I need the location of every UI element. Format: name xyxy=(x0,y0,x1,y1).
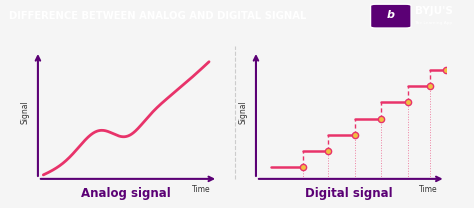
Text: DIFFERENCE BETWEEN ANALOG AND DIGITAL SIGNAL: DIFFERENCE BETWEEN ANALOG AND DIGITAL SI… xyxy=(9,11,307,21)
Text: Time: Time xyxy=(192,185,211,194)
Text: Time: Time xyxy=(419,185,438,194)
Text: Signal: Signal xyxy=(238,100,247,124)
FancyBboxPatch shape xyxy=(371,4,411,28)
Text: BYJU'S: BYJU'S xyxy=(415,6,452,16)
Text: Signal: Signal xyxy=(21,100,30,124)
Text: Digital signal: Digital signal xyxy=(305,187,392,200)
Text: The Learning App: The Learning App xyxy=(414,21,453,25)
Text: Analog signal: Analog signal xyxy=(81,187,171,200)
Text: b: b xyxy=(387,10,395,20)
